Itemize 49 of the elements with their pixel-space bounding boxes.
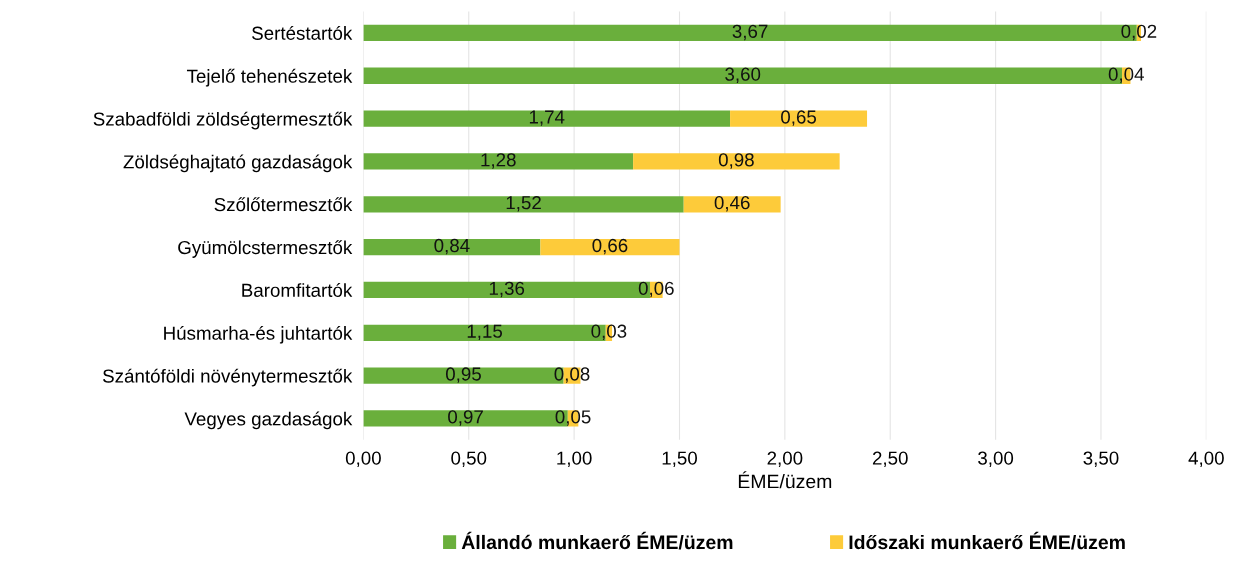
data-label: 0,06: [638, 281, 674, 298]
x-tick-label: 2,50: [872, 451, 908, 467]
bar: [363, 110, 731, 127]
data-label: 1,52: [506, 196, 541, 212]
y-tick-label: Szabadföldi zöldségtermesztők: [93, 111, 353, 130]
y-tick-label: Szántóföldi növénytermesztők: [103, 368, 353, 387]
data-label: 0,08: [554, 367, 590, 383]
data-label: 1,28: [481, 153, 516, 169]
x-tick-label: 2,00: [767, 451, 803, 467]
x-tick-label: 0,00: [345, 451, 381, 467]
x-tick-label: 3,00: [978, 451, 1014, 467]
x-tick-label: 3,50: [1083, 451, 1119, 467]
data-label: 0,05: [555, 410, 591, 426]
x-tick-label: 4,00: [1188, 451, 1224, 467]
data-label: 1,36: [489, 281, 525, 298]
bar: [363, 238, 541, 256]
x-tick-label: 1,50: [662, 451, 698, 467]
data-label: 0,03: [591, 324, 627, 341]
data-label: 0,97: [448, 410, 483, 426]
y-tick-label: Húsmarha-és juhtartók: [164, 325, 353, 344]
y-tick-label: Sertéstartók: [252, 25, 353, 40]
bar: [633, 153, 840, 170]
data-label: 3,60: [725, 67, 761, 83]
legend-label: Állandó munkaerő ÉME/üzem: [461, 531, 733, 550]
y-tick-label: Szőlőtermesztők: [214, 197, 353, 212]
data-label: 0,02: [1121, 24, 1157, 41]
y-tick-label: Vegyes gazdaságok: [184, 411, 353, 430]
x-tick-label: 0,50: [451, 451, 487, 467]
x-tick-label: 1,00: [557, 451, 592, 467]
data-label: 0,04: [1108, 67, 1144, 83]
data-label: 1,15: [467, 324, 503, 341]
data-label: 0,46: [714, 196, 750, 212]
y-tick-label: Baromfitartók: [242, 282, 353, 297]
data-label: 0,66: [592, 238, 628, 255]
x-axis-title: ÉME/üzem: [738, 471, 832, 489]
data-label: 0,95: [445, 367, 481, 383]
bar: [363, 196, 684, 213]
y-tick-label: Tejelő tehenészetek: [186, 68, 353, 87]
data-label: 3,67: [732, 24, 768, 41]
y-tick-label: Zöldséghajtató gazdaságok: [123, 154, 353, 173]
bar: [730, 110, 868, 127]
data-label: 0,65: [781, 110, 817, 126]
data-label: 1,74: [529, 110, 565, 126]
data-label: 0,98: [718, 153, 754, 169]
bar: [363, 153, 634, 170]
y-tick-label: Gyümölcstermesztők: [178, 240, 353, 258]
data-label: 0,84: [434, 238, 470, 255]
bar: [540, 238, 680, 256]
legend-label: Időszaki munkaerő ÉME/üzem: [849, 531, 1125, 550]
